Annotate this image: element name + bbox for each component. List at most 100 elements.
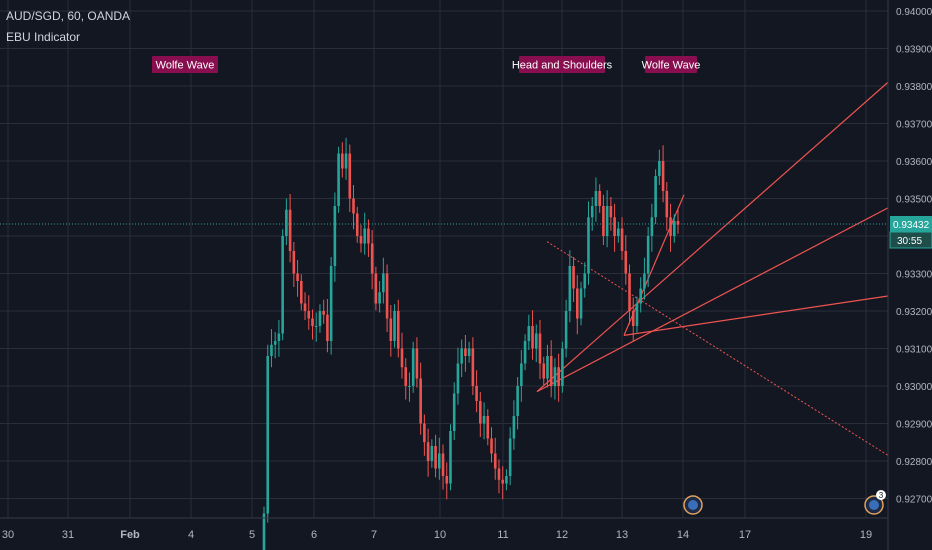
time-tick-label: 14 bbox=[677, 529, 689, 541]
candle-body bbox=[654, 176, 657, 218]
candle-body bbox=[661, 161, 665, 191]
last-price-value: 0.93432 bbox=[893, 220, 930, 231]
candle-body bbox=[437, 453, 441, 469]
candle-body bbox=[445, 476, 449, 484]
candle-body bbox=[296, 273, 299, 281]
wolfe-wave-lower-line bbox=[536, 207, 889, 393]
last-price-tag bbox=[890, 216, 932, 232]
symbol-title: AUD/SGD, 60, OANDA bbox=[6, 9, 130, 23]
time-tick-label: 6 bbox=[311, 529, 317, 541]
candle-body bbox=[374, 273, 378, 304]
candle-body bbox=[434, 446, 437, 469]
pattern-label: Wolfe Wave bbox=[156, 60, 215, 72]
pattern-label-box bbox=[152, 56, 218, 73]
candle-body bbox=[430, 446, 434, 461]
price-tick-label: 0.94000 bbox=[896, 7, 932, 18]
candle-body bbox=[575, 288, 579, 319]
candle-body bbox=[508, 438, 512, 476]
candle-body bbox=[367, 228, 370, 244]
candle-body bbox=[631, 311, 635, 326]
price-tick-label: 0.92800 bbox=[896, 457, 932, 468]
candle-body bbox=[658, 161, 661, 176]
pattern-labels: Wolfe Wave Head and Shoulders Wolfe Wave bbox=[152, 56, 700, 73]
time-tick-label: 5 bbox=[249, 529, 255, 541]
price-tick-label: 0.93600 bbox=[896, 157, 932, 168]
price-tick-label: 0.92700 bbox=[896, 495, 932, 506]
candle-body bbox=[393, 311, 396, 341]
indicator-title: EBU Indicator bbox=[6, 30, 80, 44]
candle-body bbox=[337, 153, 340, 206]
candle-body bbox=[464, 348, 467, 356]
candle-body bbox=[307, 311, 311, 319]
candle-body bbox=[288, 209, 292, 251]
time-tick-label: 10 bbox=[434, 529, 446, 541]
candle-body bbox=[650, 217, 654, 236]
candle-body bbox=[501, 479, 505, 484]
candle-body bbox=[628, 273, 631, 311]
candle-body bbox=[467, 348, 471, 356]
candle-body bbox=[646, 236, 650, 274]
candle-body bbox=[482, 416, 486, 424]
candle-body bbox=[456, 363, 460, 394]
candle-body bbox=[452, 393, 456, 431]
candle-body bbox=[639, 288, 643, 304]
candle-body bbox=[587, 217, 590, 274]
candle-body bbox=[322, 311, 325, 315]
candle-body bbox=[643, 273, 646, 289]
candle-body bbox=[516, 386, 519, 416]
candle-body bbox=[277, 333, 281, 341]
candle-body bbox=[598, 191, 601, 206]
candle-body bbox=[561, 348, 564, 386]
candle-body bbox=[441, 453, 445, 476]
candle-body bbox=[449, 431, 452, 484]
candle-body bbox=[546, 356, 549, 379]
time-tick-label: 17 bbox=[739, 529, 751, 541]
candle-body bbox=[363, 228, 367, 244]
candle-body bbox=[520, 363, 523, 386]
candle-body bbox=[572, 266, 575, 289]
price-tick-label: 0.93100 bbox=[896, 345, 932, 356]
event-count-badge bbox=[876, 490, 886, 500]
candle-body bbox=[531, 326, 534, 349]
candle-body bbox=[605, 206, 609, 236]
candle-body bbox=[299, 281, 303, 304]
time-tick-label: 30 bbox=[2, 529, 14, 541]
price-tick-label: 0.93300 bbox=[896, 270, 932, 281]
candle-body bbox=[590, 206, 594, 218]
candle-body bbox=[423, 423, 426, 443]
candle-body bbox=[613, 217, 616, 236]
candle-body bbox=[549, 356, 553, 386]
candle-body bbox=[333, 206, 337, 266]
country-flag-icon bbox=[869, 500, 879, 510]
bar-countdown: 30:55 bbox=[897, 236, 922, 247]
candle-body bbox=[370, 243, 374, 274]
candle-body bbox=[404, 367, 408, 386]
price-tick-label: 0.93500 bbox=[896, 195, 932, 206]
candle-body bbox=[389, 318, 393, 341]
candle-body bbox=[292, 251, 296, 274]
candle-body bbox=[583, 273, 587, 289]
candle-body bbox=[602, 206, 605, 236]
price-tick-label: 0.93200 bbox=[896, 307, 932, 318]
time-axis[interactable]: 30 31 Feb 4 5 6 7 10 11 12 13 14 17 19 bbox=[0, 517, 888, 541]
candle-body bbox=[479, 401, 482, 424]
candle-body bbox=[285, 209, 288, 236]
candle-body bbox=[568, 266, 572, 311]
candle-body bbox=[527, 326, 531, 341]
candle-body bbox=[426, 442, 430, 461]
candle-body bbox=[676, 221, 680, 225]
price-tick-label: 0.93000 bbox=[896, 382, 932, 393]
candle-body bbox=[314, 326, 318, 327]
candle-body bbox=[348, 153, 352, 199]
time-tick-label: 31 bbox=[62, 529, 74, 541]
economic-events[interactable]: 3 bbox=[683, 490, 886, 515]
time-tick-label: 11 bbox=[497, 529, 508, 541]
candle-body bbox=[281, 236, 284, 334]
price-axis[interactable]: 0.94000 0.93900 0.93800 0.93700 0.93600 0.935… bbox=[887, 0, 932, 550]
time-tick-label: Feb bbox=[120, 529, 140, 541]
candle-body bbox=[352, 198, 355, 214]
candle-body bbox=[497, 468, 501, 480]
candle-body bbox=[669, 217, 672, 236]
candle-body bbox=[665, 191, 669, 218]
